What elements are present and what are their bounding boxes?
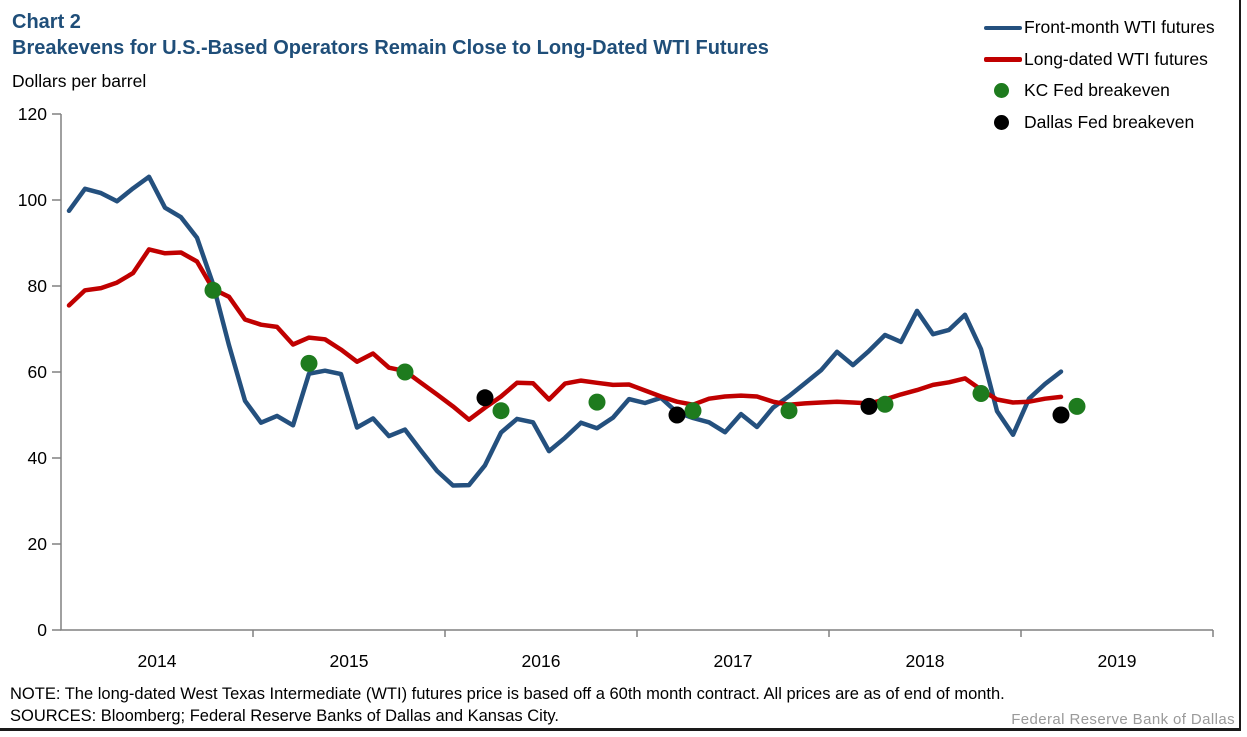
line-swatch-icon — [984, 57, 1024, 62]
breakeven-dot-kc-fed-breakeven — [492, 402, 510, 420]
legend-item-kc-fed: KC Fed breakeven — [984, 75, 1215, 107]
line-swatch-icon — [984, 25, 1024, 30]
note-text: NOTE: The long-dated West Texas Intermed… — [10, 685, 1005, 703]
title-block: Chart 2 Breakevens for U.S.-Based Operat… — [12, 10, 769, 92]
breakeven-dot-kc-fed-breakeven — [780, 402, 798, 420]
bank-watermark: Federal Reserve Bank of Dallas — [1011, 711, 1235, 728]
series-line-front-month-wti-futures — [66, 174, 1064, 488]
breakeven-dot-kc-fed-breakeven — [204, 281, 222, 299]
y-tick-label: 20 — [28, 534, 48, 554]
y-tick-label: 40 — [28, 448, 48, 468]
x-tick-label: 2018 — [906, 651, 945, 671]
legend-label: Dallas Fed breakeven — [1024, 111, 1195, 132]
frame-border-right — [1239, 0, 1241, 731]
chart-title: Breakevens for U.S.-Based Operators Rema… — [12, 37, 769, 59]
breakeven-dot-kc-fed-breakeven — [300, 354, 318, 372]
y-axis-units-label: Dollars per barrel — [12, 71, 147, 91]
axis-lines — [60, 114, 1213, 631]
breakeven-dot-kc-fed-breakeven — [972, 385, 990, 402]
frame-border-bottom — [0, 728, 1241, 731]
x-tick-label: 2015 — [330, 651, 369, 671]
x-tick-label: 2019 — [1098, 651, 1137, 671]
legend-item-dallas-fed: Dallas Fed breakeven — [984, 107, 1215, 139]
dot-swatch-icon — [984, 83, 1024, 99]
legend-label: KC Fed breakeven — [1024, 80, 1170, 101]
y-tick-label: 100 — [18, 190, 47, 210]
breakeven-dot-kc-fed-breakeven — [876, 395, 894, 413]
breakeven-dot-kc-fed-breakeven — [588, 393, 606, 411]
legend: Front-month WTI futures Long-dated WTI f… — [984, 12, 1215, 138]
x-tick-label: 2017 — [714, 651, 753, 671]
dot-swatch-icon — [984, 114, 1024, 130]
series-line-long-dated-wti-futures — [66, 247, 1064, 422]
breakeven-dot-kc-fed-breakeven — [1068, 397, 1086, 415]
breakeven-dot-dallas-fed-breakeven — [860, 397, 878, 415]
legend-label: Long-dated WTI futures — [1024, 48, 1208, 69]
breakeven-dot-kc-fed-breakeven — [396, 363, 414, 381]
breakeven-dot-dallas-fed-breakeven — [1052, 406, 1070, 424]
legend-label: Front-month WTI futures — [1024, 17, 1215, 38]
chart-number-label: Chart 2 — [12, 11, 81, 33]
legend-item-front-month: Front-month WTI futures — [984, 12, 1215, 44]
x-tick-label: 2014 — [138, 651, 177, 671]
y-tick-label: 60 — [28, 362, 48, 382]
breakeven-dot-kc-fed-breakeven — [684, 402, 702, 420]
y-tick-label: 0 — [37, 620, 47, 640]
sources-text: SOURCES: Bloomberg; Federal Reserve Bank… — [10, 706, 560, 725]
footnotes: NOTE: The long-dated West Texas Intermed… — [10, 684, 1140, 727]
breakeven-dot-dallas-fed-breakeven — [476, 389, 494, 407]
breakeven-dot-dallas-fed-breakeven — [668, 406, 686, 424]
y-tick-label: 80 — [28, 276, 48, 296]
x-tick-label: 2016 — [522, 651, 561, 671]
legend-item-long-dated: Long-dated WTI futures — [984, 44, 1215, 76]
y-tick-label: 120 — [18, 104, 47, 124]
